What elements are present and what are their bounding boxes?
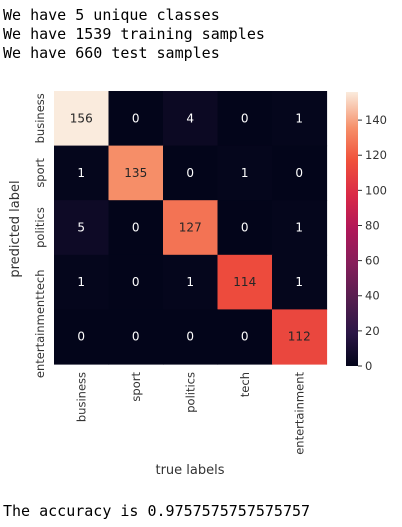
output-line-test: We have 660 test samples [3,44,220,62]
cell-value-label: 4 [186,111,194,125]
x-tick-label: entertainment [292,372,306,455]
x-tick-label: politics [183,372,197,413]
heatmap-cell [108,91,164,147]
heatmap-cell [108,200,164,256]
heatmap-cell [272,254,328,310]
y-tick-label: entertainment [33,295,47,378]
heatmap-cell [108,309,164,365]
cell-value-label: 156 [70,111,93,125]
cell-value-label: 135 [124,166,147,180]
heatmap-cell [163,254,219,310]
cell-value-label: 0 [295,166,303,180]
heatmap-cell [217,91,273,147]
heatmap-cell [163,91,219,147]
heatmap-cell [163,200,219,256]
output-line-accuracy: The accuracy is 0.9757575757575757 [3,502,311,520]
cell-value-label: 112 [288,330,311,344]
colorbar-tick-label: 40 [365,289,380,303]
x-tick-label: sport [129,372,143,402]
colorbar-tick-label: 60 [365,254,380,268]
colorbar-tick-label: 80 [365,218,380,232]
cell-value-label: 0 [132,330,140,344]
x-tick-label: tech [238,372,252,397]
heatmap-cell [54,91,110,147]
cell-value-label: 127 [179,221,202,235]
colorbar [346,92,358,366]
y-tick-label: sport [33,158,47,188]
x-tick-labels: business sport politics tech entertainment [74,372,306,455]
cell-value-label: 1 [77,275,85,289]
cell-value-label: 1 [295,221,303,235]
cell-value-label: 1 [186,275,194,289]
cell-value-label: 5 [77,221,85,235]
colorbar-tick-label: 120 [365,148,387,162]
cell-value-label: 0 [241,330,249,344]
cell-value-label: 0 [241,111,249,125]
heatmap-cell [54,200,110,256]
cell-value-label: 1 [77,166,85,180]
heatmap-cell [217,145,273,201]
heatmap-cell [163,309,219,365]
colorbar-tick-label: 100 [365,183,387,197]
heatmap-cells [54,91,328,365]
heatmap-cell [272,200,328,256]
colorbar-tick-label: 140 [365,113,387,127]
y-tick-label: tech [33,269,47,294]
colorbar-tick-label: 0 [365,359,372,373]
heatmap-cell [54,254,110,310]
colorbar-ticks: 0 20 40 60 80 100 120 140 [358,113,387,373]
cell-value-label: 0 [186,166,194,180]
colorbar-tick-label: 20 [365,324,380,338]
x-tick-label: business [74,372,88,422]
cell-value-label: 0 [132,111,140,125]
cell-value-label: 1 [241,166,249,180]
output-line-classes: We have 5 unique classes [3,6,220,24]
heatmap-cell [108,145,164,201]
cell-value-label: 114 [233,275,256,289]
cell-value-label: 0 [77,330,85,344]
cell-value-label: 0 [186,330,194,344]
heatmap-cell [272,91,328,147]
heatmap-cell [272,145,328,201]
cell-labels: 156 0 4 0 11 135 0 1 05 0 127 0 11 0 1 114 10 0 0 0 112 [70,111,311,343]
y-tick-label: business [33,93,47,143]
heatmap-cell [54,309,110,365]
heatmap-cell [163,145,219,201]
heatmap-cell [272,309,328,365]
cell-value-label: 1 [295,111,303,125]
heatmap-cell [217,309,273,365]
output-line-training: We have 1539 training samples [3,25,265,43]
cell-value-label: 0 [132,275,140,289]
heatmap-cell [108,254,164,310]
heatmap-cell [54,145,110,201]
heatmap-cell [217,254,273,310]
heatmap-cell [217,200,273,256]
cell-value-label: 0 [132,221,140,235]
cell-value-label: 1 [295,275,303,289]
x-axis-title: true labels [155,463,224,478]
y-axis-title: predicted label [8,180,23,277]
y-tick-label: politics [33,207,47,248]
cell-value-label: 0 [241,221,249,235]
